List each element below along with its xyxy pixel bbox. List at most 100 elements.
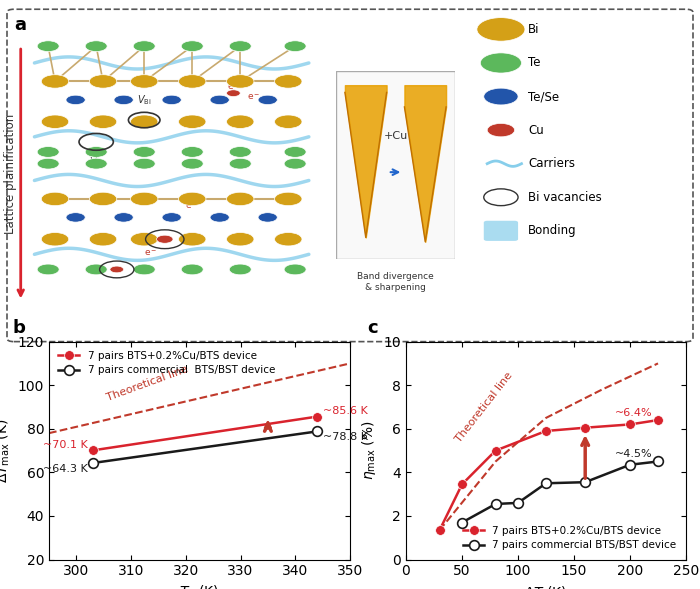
Text: c: c: [367, 319, 377, 337]
Circle shape: [230, 158, 251, 169]
Circle shape: [178, 75, 206, 88]
7 pairs BTS+0.2%Cu/BTS device: [435, 527, 444, 534]
7 pairs commercial BTS/BST device: [514, 499, 522, 507]
Text: Lattice plainification: Lattice plainification: [4, 114, 17, 234]
Circle shape: [178, 192, 206, 206]
Circle shape: [110, 266, 124, 273]
Text: Band divergence
& sharpening: Band divergence & sharpening: [357, 272, 434, 292]
Text: e$^-$: e$^-$: [247, 92, 260, 102]
X-axis label: $T_{\rm h}$ (K): $T_{\rm h}$ (K): [179, 584, 220, 589]
Text: a: a: [14, 16, 26, 34]
Y-axis label: $\Delta T_{\rm max}$ (K): $\Delta T_{\rm max}$ (K): [0, 418, 12, 483]
Line: 7 pairs commercial BTS/BST device: 7 pairs commercial BTS/BST device: [457, 456, 663, 527]
Circle shape: [90, 233, 117, 246]
7 pairs BTS+0.2%Cu/BTS device: [458, 481, 466, 488]
Circle shape: [284, 158, 306, 169]
Circle shape: [487, 123, 514, 137]
Circle shape: [66, 213, 85, 222]
Circle shape: [162, 95, 181, 105]
Legend: 7 pairs BTS+0.2%Cu/BTS device, 7 pairs commercial BTS/BST device: 7 pairs BTS+0.2%Cu/BTS device, 7 pairs c…: [459, 522, 681, 554]
Circle shape: [90, 115, 117, 128]
Circle shape: [284, 41, 306, 52]
FancyBboxPatch shape: [484, 221, 518, 241]
Text: e$^-$: e$^-$: [227, 82, 240, 92]
Circle shape: [181, 158, 203, 169]
FancyArrowPatch shape: [265, 425, 271, 431]
Circle shape: [85, 158, 107, 169]
Circle shape: [477, 18, 525, 41]
Text: Theoretical line: Theoretical line: [454, 370, 515, 444]
7 pairs BTS+0.2%Cu/BTS device: [581, 424, 589, 431]
Circle shape: [258, 95, 277, 105]
Text: Cu: Cu: [528, 124, 544, 137]
7 pairs commercial  BTS/BST device: [89, 459, 97, 466]
Circle shape: [480, 53, 522, 73]
7 pairs BTS+0.2%Cu/BTS device: [89, 447, 97, 454]
Circle shape: [274, 192, 302, 206]
Line: 7 pairs BTS+0.2%Cu/BTS device: 7 pairs BTS+0.2%Cu/BTS device: [88, 412, 322, 455]
7 pairs BTS+0.2%Cu/BTS device: [313, 413, 321, 420]
Text: $V_{\rm Bi}$: $V_{\rm Bi}$: [89, 155, 104, 169]
FancyArrowPatch shape: [582, 439, 589, 478]
FancyBboxPatch shape: [336, 71, 455, 259]
Text: e$^-$: e$^-$: [186, 201, 199, 211]
Circle shape: [41, 192, 69, 206]
Circle shape: [227, 75, 254, 88]
7 pairs commercial BTS/BST device: [542, 479, 550, 487]
Circle shape: [210, 95, 230, 105]
Legend: 7 pairs BTS+0.2%Cu/BTS device, 7 pairs commercial  BTS/BST device: 7 pairs BTS+0.2%Cu/BTS device, 7 pairs c…: [54, 347, 279, 379]
Circle shape: [227, 192, 254, 206]
Circle shape: [114, 95, 133, 105]
Circle shape: [130, 192, 158, 206]
Line: 7 pairs commercial  BTS/BST device: 7 pairs commercial BTS/BST device: [88, 426, 322, 468]
7 pairs commercial BTS/BST device: [491, 501, 500, 508]
Text: Te: Te: [528, 57, 541, 70]
FancyBboxPatch shape: [7, 9, 693, 342]
Circle shape: [178, 233, 206, 246]
7 pairs BTS+0.2%Cu/BTS device: [654, 416, 662, 423]
Text: +Cu: +Cu: [384, 131, 407, 141]
Line: 7 pairs BTS+0.2%Cu/BTS device: 7 pairs BTS+0.2%Cu/BTS device: [435, 415, 663, 535]
7 pairs BTS+0.2%Cu/BTS device: [626, 421, 634, 428]
X-axis label: $\Delta T$ (K): $\Delta T$ (K): [524, 584, 568, 589]
Circle shape: [37, 264, 59, 275]
Circle shape: [181, 41, 203, 52]
Text: ~85.6 K: ~85.6 K: [323, 406, 368, 416]
Circle shape: [130, 233, 158, 246]
Text: ~4.5%: ~4.5%: [615, 449, 652, 459]
Text: ~64.3 K: ~64.3 K: [43, 464, 88, 474]
7 pairs commercial  BTS/BST device: [313, 428, 321, 435]
Circle shape: [178, 115, 206, 128]
Circle shape: [230, 147, 251, 157]
Circle shape: [37, 158, 59, 169]
7 pairs commercial BTS/BST device: [626, 461, 634, 468]
Circle shape: [41, 75, 69, 88]
Circle shape: [284, 264, 306, 275]
Circle shape: [130, 115, 158, 128]
Circle shape: [230, 41, 251, 52]
Circle shape: [484, 88, 518, 105]
Text: e$^-$: e$^-$: [144, 249, 158, 258]
Circle shape: [133, 158, 155, 169]
Text: ~70.1 K: ~70.1 K: [43, 440, 88, 450]
Circle shape: [162, 213, 181, 222]
Text: ~78.8 K: ~78.8 K: [323, 432, 368, 442]
Circle shape: [258, 213, 277, 222]
Circle shape: [37, 147, 59, 157]
Circle shape: [230, 264, 251, 275]
Text: Bonding: Bonding: [528, 224, 577, 237]
7 pairs commercial BTS/BST device: [458, 519, 466, 526]
Text: Carriers: Carriers: [528, 157, 575, 170]
7 pairs BTS+0.2%Cu/BTS device: [542, 428, 550, 435]
Circle shape: [41, 115, 69, 128]
Circle shape: [41, 233, 69, 246]
Text: Bi: Bi: [528, 23, 540, 36]
Circle shape: [130, 75, 158, 88]
Text: Te/Se: Te/Se: [528, 90, 559, 103]
Circle shape: [133, 147, 155, 157]
Circle shape: [66, 95, 85, 105]
Circle shape: [274, 233, 302, 246]
Circle shape: [227, 115, 254, 128]
Circle shape: [85, 264, 107, 275]
Circle shape: [181, 147, 203, 157]
